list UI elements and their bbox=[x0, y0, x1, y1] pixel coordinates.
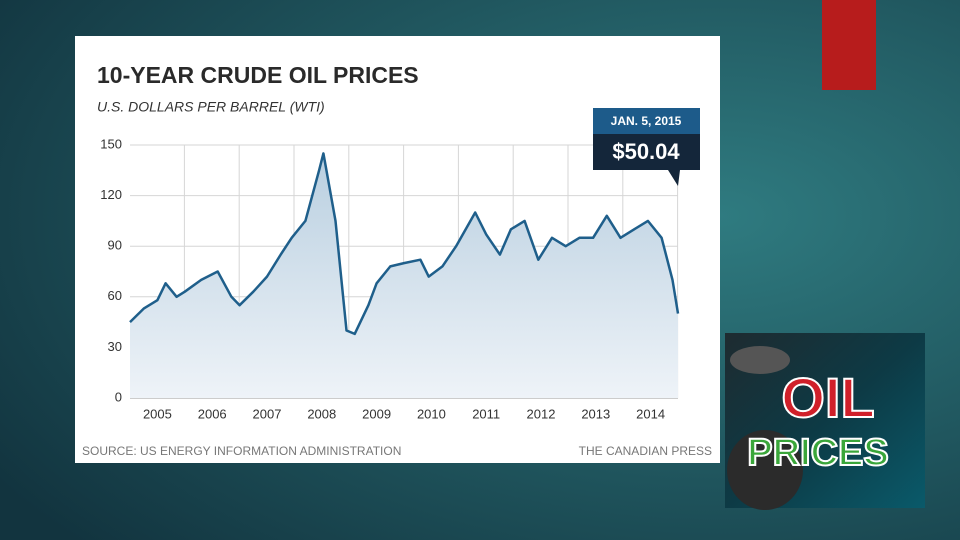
callout: JAN. 5, 2015 $50.04 bbox=[593, 108, 700, 186]
y-tick-label: 60 bbox=[108, 288, 122, 303]
x-tick-label: 2012 bbox=[527, 406, 556, 421]
barrel bbox=[727, 430, 803, 510]
plot: 0 30 60 90 120 150 2005 2006 2007 2008 2009 2010 201… bbox=[100, 136, 680, 421]
y-tick-label: 90 bbox=[108, 238, 122, 253]
x-tick-label: 2009 bbox=[362, 406, 391, 421]
y-tick-label: 30 bbox=[108, 339, 122, 354]
chart-subtitle: U.S. DOLLARS PER BARREL (WTI) bbox=[97, 99, 325, 115]
chart-title: 10-YEAR CRUDE OIL PRICES bbox=[97, 62, 419, 88]
x-tick-label: 2013 bbox=[581, 406, 610, 421]
x-tick-label: 2007 bbox=[253, 406, 282, 421]
x-tick-label: 2010 bbox=[417, 406, 446, 421]
area bbox=[130, 153, 678, 398]
image-text-prices: PRICES bbox=[747, 432, 888, 474]
x-tick-label: 2006 bbox=[198, 406, 227, 421]
y-tick-label: 0 bbox=[115, 389, 122, 404]
callout-price: $50.04 bbox=[612, 139, 680, 164]
y-tick-label: 150 bbox=[100, 136, 122, 151]
callout-pointer bbox=[668, 170, 680, 186]
source: SOURCE: US ENERGY INFORMATION ADMINISTRA… bbox=[82, 444, 401, 458]
callout-date: JAN. 5, 2015 bbox=[611, 114, 682, 128]
barrel-top bbox=[730, 346, 790, 374]
y-tick-label: 120 bbox=[100, 187, 122, 202]
x-tick-label: 2014 bbox=[636, 406, 665, 421]
credit: THE CANADIAN PRESS bbox=[579, 444, 712, 458]
x-tick-label: 2011 bbox=[472, 406, 500, 421]
x-tick-label: 2008 bbox=[307, 406, 336, 421]
callout-header bbox=[593, 108, 700, 134]
oil-image: OIL PRICES bbox=[725, 333, 925, 510]
x-tick-label: 2005 bbox=[143, 406, 172, 421]
image-text-oil: OIL bbox=[781, 366, 874, 429]
accent-bar bbox=[822, 0, 876, 90]
price-line bbox=[129, 152, 680, 336]
